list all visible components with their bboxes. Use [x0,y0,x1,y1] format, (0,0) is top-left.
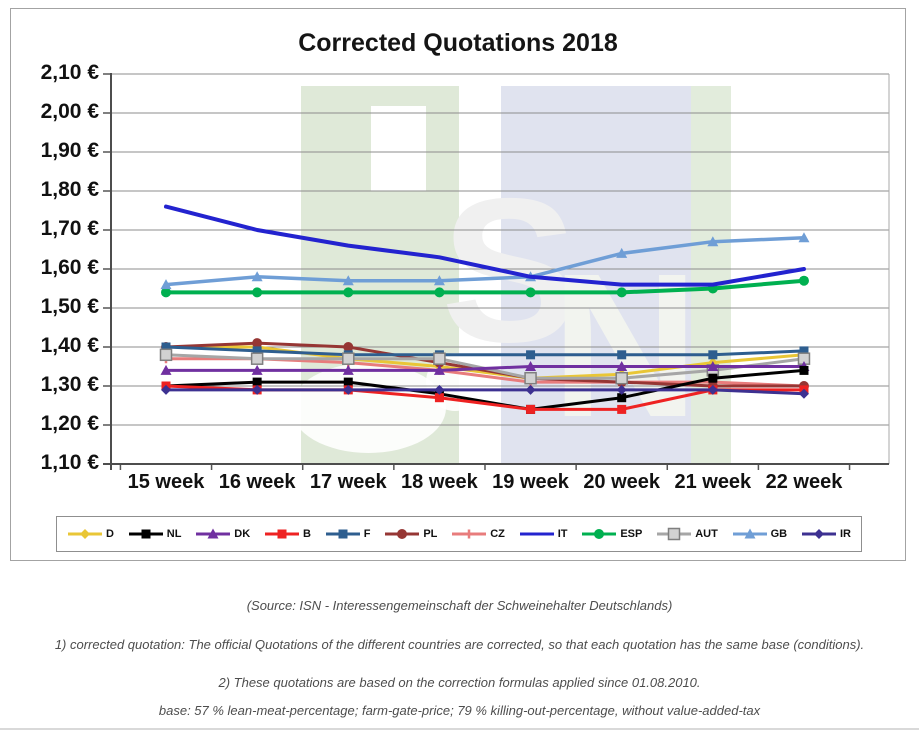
legend-marker-D [68,529,102,539]
y-axis-tick-label: 1,20 € [40,412,99,435]
x-axis-label: 22 week [765,471,843,493]
x-axis-label: 16 week [218,471,296,493]
chart-panel: Corrected Quotations 2018 S N 2,10 €2,00… [10,8,906,561]
legend-label: IT [557,528,568,540]
x-axis-label: 17 week [309,471,387,493]
y-axis-tick-label: 1,80 € [40,178,99,201]
chart-title: Corrected Quotations 2018 [298,29,618,57]
y-axis-tick-label: 2,00 € [40,100,99,123]
legend-marker-NL [128,529,163,539]
legend-marker-IR [801,529,836,539]
x-axis-label: 18 week [401,471,478,493]
legend-item-IT: IT [519,527,568,541]
legend-label: ESP [620,528,643,540]
y-axis-tick-label: 1,40 € [40,334,99,357]
series-GB [160,232,810,290]
legend-label: AUT [695,528,718,540]
footnote-source: (Source: ISN - Interessengemeinschaft de… [246,598,673,613]
x-axis-label: 19 week [492,471,569,493]
legend-marker-AUT [657,527,692,541]
legend-marker-F [325,529,360,539]
legend-item-AUT: AUT [656,527,718,541]
legend-item-DK: DK [195,527,250,541]
footnote-1: 1) corrected quotation: The official Quo… [54,637,865,652]
legend-marker-ESP [582,529,617,539]
legend-label: F [363,528,371,540]
legend-marker-GB [732,528,767,539]
y-axis-tick-label: 2,10 € [40,61,99,84]
legend-marker-B [265,529,299,539]
series-IT [164,204,806,287]
line-chart [103,73,890,470]
watermark-pig-body [291,363,446,453]
legend-item-F: F [325,527,371,541]
x-axis-label: 15 week [127,471,205,493]
legend-label: NL [166,528,182,540]
legend-marker-CZ [452,529,487,539]
y-axis-tick-label: 1,50 € [40,295,99,318]
watermark-green-strip [691,86,731,463]
legend-item-NL: NL [128,527,182,541]
legend-marker-PL [385,529,420,539]
y-axis-tick-label: 1,10 € [40,451,99,474]
legend-label: CZ [490,528,505,540]
legend-marker-IT [519,532,554,536]
legend-label: D [106,528,114,540]
legend: D NL DK B F PL CZ IT ESP AUT GB IR [56,516,862,552]
series-ESP [161,275,809,298]
legend-item-PL: PL [384,527,437,541]
legend-item-CZ: CZ [451,527,505,541]
legend-item-GB: GB [732,527,788,541]
legend-label: IR [839,528,851,540]
y-axis-tick-label: 1,30 € [40,373,99,396]
legend-item-B: B [264,527,311,541]
legend-label: DK [234,528,251,540]
bottom-divider [0,728,919,730]
footnote-2: 2) These quotations are based on the cor… [218,675,701,690]
legend-label: PL [423,528,438,540]
y-axis-tick-label: 1,90 € [40,139,99,162]
legend-item-IR: IR [801,527,851,541]
legend-marker-DK [196,528,231,539]
legend-label: B [303,528,311,540]
series-IR [161,384,809,399]
footnote-base: base: 57 % lean-meat-percentage; farm-ga… [158,703,761,718]
x-axis-label: 20 week [583,471,661,493]
y-axis-tick-label: 1,60 € [40,256,99,279]
x-axis-label: 21 week [674,471,752,493]
legend-item-D: D [67,527,114,541]
watermark-letter-i [371,106,426,191]
y-axis-tick-label: 1,70 € [40,217,99,240]
legend-label: GB [770,528,788,540]
legend-item-ESP: ESP [581,527,642,541]
